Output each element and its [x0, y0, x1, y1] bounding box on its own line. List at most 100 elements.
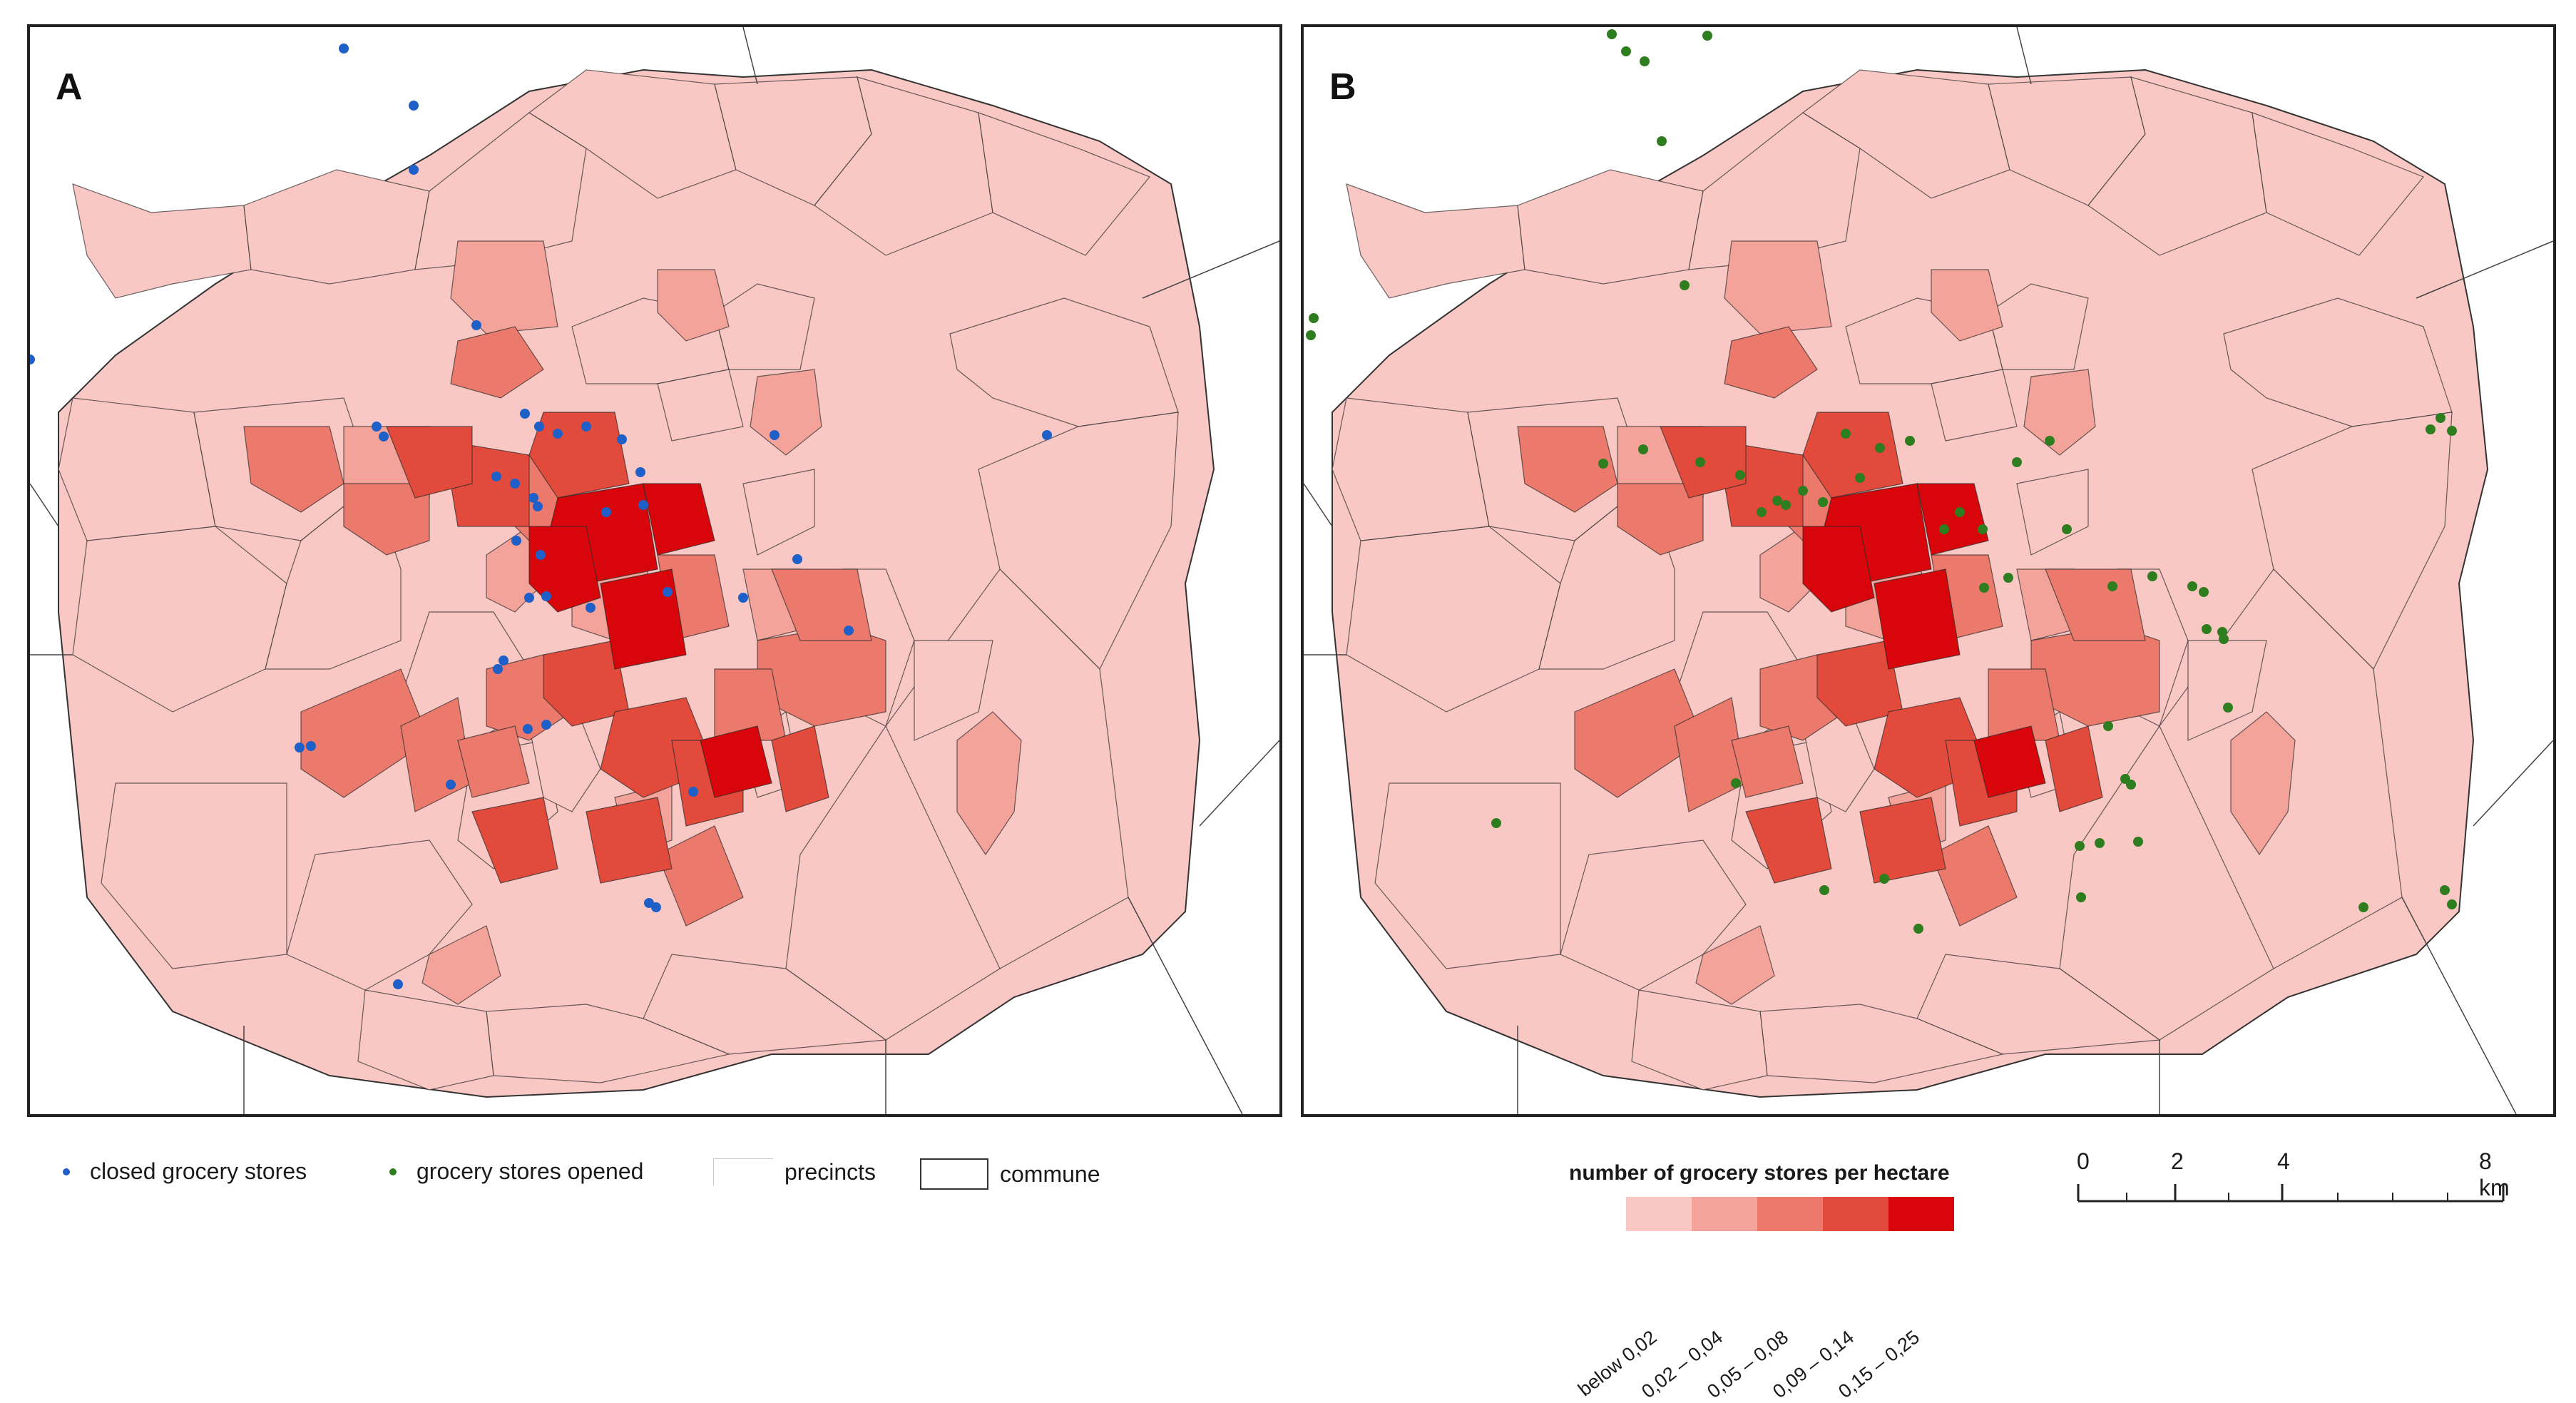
- closed-store-point: [393, 979, 403, 989]
- closed-store-point: [528, 493, 538, 503]
- closed-store-point: [553, 429, 563, 439]
- density-swatch-1: [1626, 1197, 1692, 1231]
- opened-store-points: [1306, 29, 2457, 934]
- opened-store-point: [2095, 838, 2105, 848]
- opened-store-point: [1309, 313, 1319, 323]
- scale-bar-graphic: [2077, 1184, 2505, 1203]
- closed-store-point: [409, 101, 419, 111]
- map-b-canvas: [1304, 27, 2553, 1114]
- precinct-polygon: [586, 797, 673, 884]
- opened-store-point: [2440, 885, 2450, 895]
- precinct-polygon: [386, 426, 473, 499]
- opened-store-dot-icon: [389, 1168, 397, 1175]
- opened-store-point: [2062, 524, 2072, 534]
- opened-store-point: [2436, 413, 2445, 423]
- precinct-polygon: [1731, 725, 1804, 798]
- density-swatch-4: [1823, 1197, 1888, 1231]
- precinct-polygon: [1874, 568, 1961, 670]
- precinct-polygon: [1931, 825, 2018, 927]
- opened-store-point: [2358, 902, 2368, 912]
- closed-store-point: [511, 536, 521, 546]
- closed-store-point: [770, 430, 780, 440]
- opened-store-point: [1939, 524, 1949, 534]
- precinct-polygon: [1988, 283, 2089, 370]
- scale-tick-2: 2: [2171, 1148, 2184, 1174]
- precinct-polygon: [1931, 269, 2003, 342]
- commune-boundary-line: [2016, 27, 2032, 85]
- opened-store-point: [2147, 571, 2157, 581]
- map-a-canvas: [30, 27, 1279, 1114]
- legend-opened-stores: grocery stores opened: [389, 1158, 643, 1185]
- precinct-layer: [1332, 68, 2489, 1098]
- precinct-polygon: [750, 369, 822, 456]
- precinct-polygon: [450, 326, 544, 399]
- precinct-polygon: [2045, 725, 2103, 812]
- opened-store-point: [1978, 524, 1988, 534]
- closed-store-dot-icon: [63, 1168, 70, 1175]
- opened-store-point: [1819, 885, 1829, 895]
- precinct-polygon: [2023, 369, 2096, 456]
- commune-boundary-line: [742, 27, 758, 85]
- precinct-polygon: [2187, 640, 2267, 741]
- opened-store-point: [1855, 473, 1865, 483]
- precinct-polygon: [1816, 640, 1903, 727]
- density-swatch-5: [1888, 1197, 1954, 1231]
- precinct-polygon: [657, 369, 744, 442]
- precinct-polygon: [1724, 240, 1832, 335]
- opened-store-point: [1772, 496, 1782, 506]
- opened-store-point: [2447, 899, 2457, 909]
- scale-bar: 0 2 4 8 km: [2054, 1141, 2510, 1227]
- closed-store-point: [586, 603, 596, 613]
- opened-store-point: [1491, 818, 1501, 828]
- opened-store-point: [1879, 874, 1889, 884]
- closed-store-point: [534, 422, 544, 432]
- density-swatch-2: [1692, 1197, 1757, 1231]
- precinct-polygon: [1859, 797, 1946, 884]
- precinct-polygon: [243, 426, 344, 513]
- opened-store-point: [2133, 837, 2143, 847]
- precinct-polygon: [1802, 412, 1903, 499]
- precinct-polygon: [1745, 797, 1832, 884]
- closed-store-point: [493, 664, 503, 674]
- precinct-polygon: [300, 668, 430, 798]
- legend-opened-label: grocery stores opened: [416, 1158, 644, 1184]
- closed-store-point: [536, 550, 546, 560]
- precinct-polygon: [1574, 668, 1704, 798]
- closed-store-point: [738, 593, 748, 603]
- closed-store-point: [638, 500, 648, 510]
- opened-store-point: [1979, 583, 1989, 593]
- opened-store-point: [2103, 721, 2113, 731]
- opened-store-point: [1781, 500, 1791, 510]
- precinct-polygon: [1931, 369, 2018, 442]
- precinct-polygon: [1916, 483, 1989, 556]
- opened-store-point: [2187, 581, 2197, 591]
- precinct-polygon: [657, 269, 730, 342]
- precinct-polygon: [1517, 426, 1618, 513]
- closed-store-points: [30, 44, 1052, 989]
- commune-boundary-line: [30, 483, 59, 527]
- map-panel-a: A: [27, 24, 1282, 1117]
- commune-boundary-line: [2416, 240, 2553, 299]
- opened-store-point: [2012, 457, 2022, 467]
- opened-store-point: [2126, 780, 2136, 790]
- closed-store-point: [30, 354, 35, 364]
- commune-boundary-line: [2401, 897, 2517, 1114]
- opened-store-point: [2003, 573, 2013, 583]
- density-legend-title: number of grocery stores per hectare: [1569, 1161, 1950, 1185]
- opened-store-point: [1735, 470, 1745, 480]
- closed-store-point: [524, 593, 534, 603]
- opened-store-point: [1731, 778, 1741, 788]
- opened-store-point: [1638, 444, 1648, 454]
- closed-store-point: [617, 434, 627, 444]
- opened-store-point: [1841, 429, 1851, 439]
- opened-store-point: [2199, 587, 2209, 597]
- commune-line-icon: [920, 1158, 988, 1190]
- closed-store-point: [372, 422, 382, 432]
- precinct-polygon: [1631, 989, 1768, 1091]
- closed-store-point: [409, 165, 419, 175]
- closed-store-point: [379, 432, 389, 442]
- commune-boundary-line: [1142, 240, 1279, 299]
- precinct-polygon: [1374, 782, 1561, 969]
- opened-store-point: [1640, 56, 1650, 66]
- opened-store-point: [1657, 136, 1667, 146]
